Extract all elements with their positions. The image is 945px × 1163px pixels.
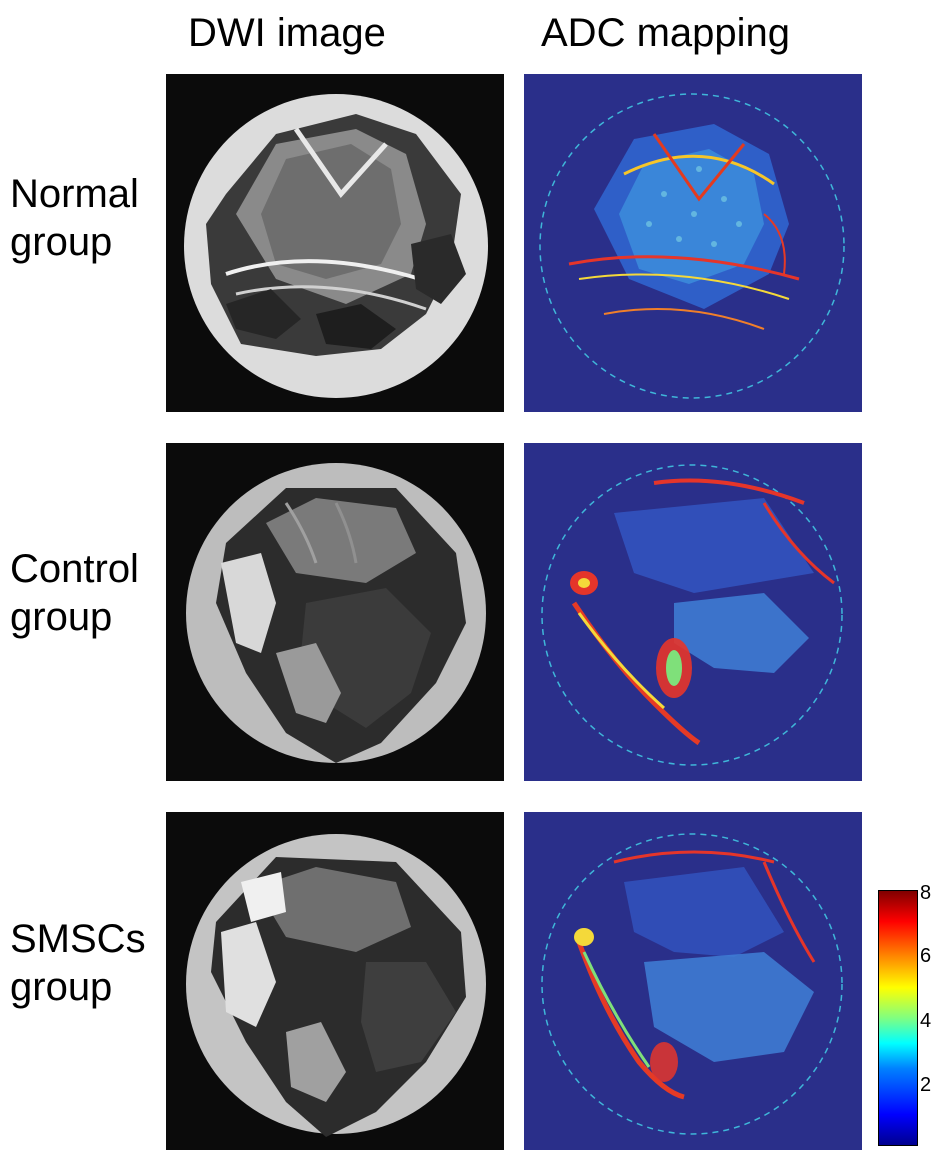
adc-map-control bbox=[524, 443, 862, 781]
row-label-smscs-line1: SMSCs bbox=[10, 917, 146, 961]
row-label-normal: Normal group bbox=[10, 170, 139, 266]
column-header-dwi: DWI image bbox=[188, 11, 386, 55]
row-label-control-line1: Control bbox=[10, 547, 139, 591]
adc-map-normal bbox=[524, 74, 862, 412]
colorbar-tick-6: 6 bbox=[920, 945, 932, 967]
colorbar-tick-4: 4 bbox=[920, 1010, 932, 1032]
dwi-image-control bbox=[166, 443, 504, 781]
colorbar-tick-8: 8 bbox=[920, 882, 932, 904]
dwi-image-smscs bbox=[166, 812, 504, 1150]
row-label-normal-line1: Normal bbox=[10, 172, 139, 216]
row-label-normal-line2: group bbox=[10, 220, 113, 264]
adc-map-smscs bbox=[524, 812, 862, 1150]
colorbar-tick-2: 2 bbox=[920, 1074, 932, 1096]
colorbar bbox=[878, 890, 918, 1146]
row-label-smscs-line2: group bbox=[10, 965, 113, 1009]
row-label-control-line2: group bbox=[10, 595, 113, 639]
dwi-image-normal bbox=[166, 74, 504, 412]
column-header-adc: ADC mapping bbox=[541, 11, 791, 55]
row-label-smscs: SMSCs group bbox=[10, 915, 146, 1011]
row-label-control: Control group bbox=[10, 545, 139, 641]
